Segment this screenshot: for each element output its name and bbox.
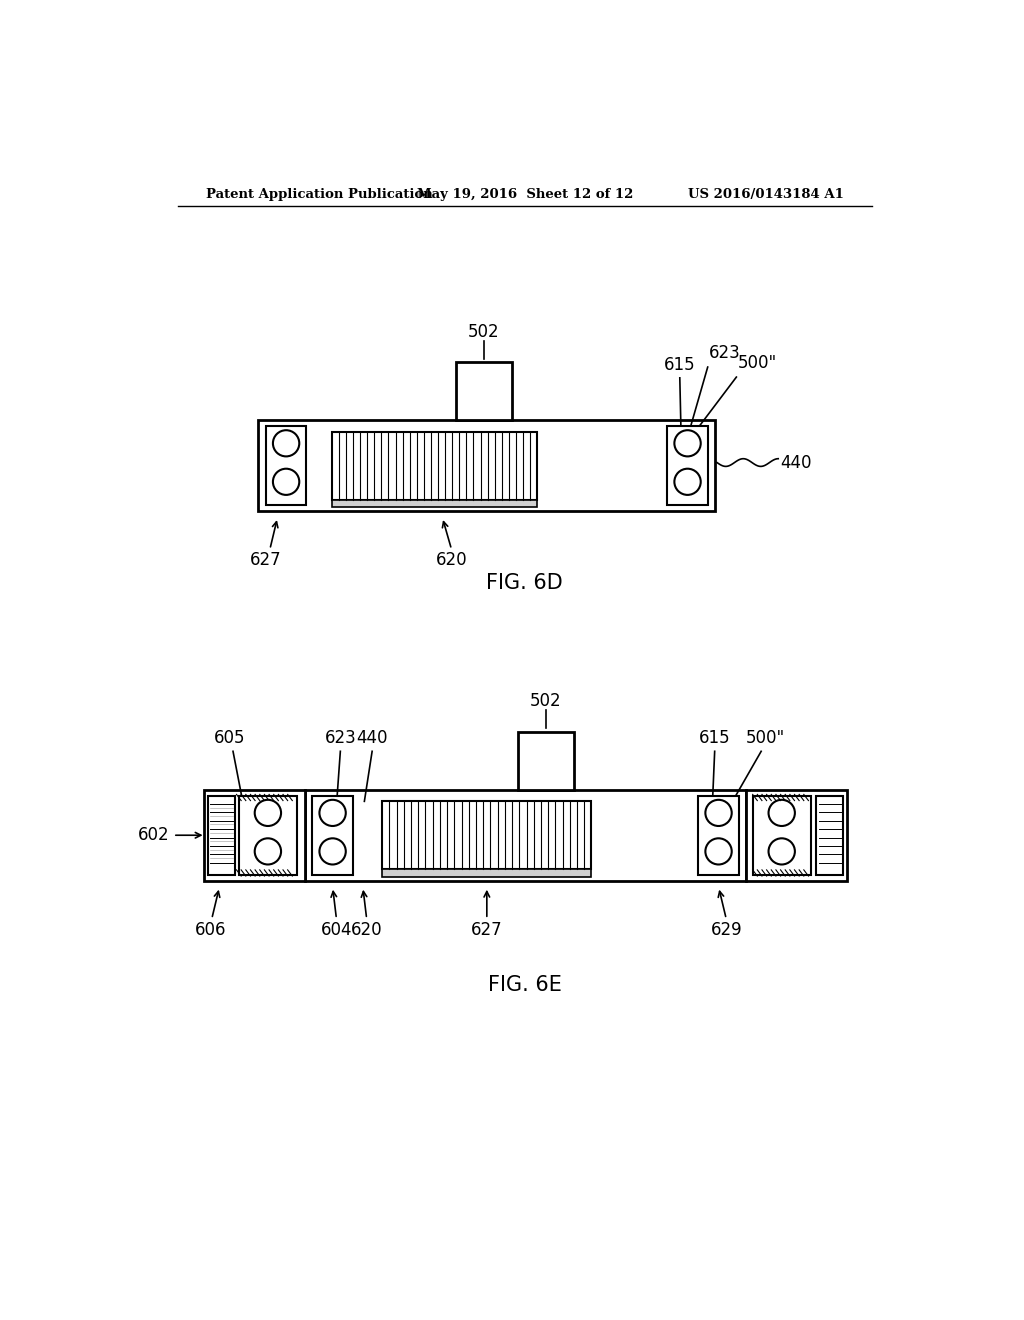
Bar: [382, 801, 592, 869]
Bar: [518, 733, 573, 789]
Circle shape: [706, 838, 732, 865]
Circle shape: [769, 838, 795, 865]
Text: 620: 620: [351, 921, 383, 939]
Bar: [382, 869, 592, 876]
Bar: [753, 796, 811, 875]
Circle shape: [675, 469, 700, 495]
Text: FIG. 6D: FIG. 6D: [486, 573, 563, 593]
Text: 615: 615: [698, 730, 730, 747]
Circle shape: [273, 469, 299, 495]
Bar: [816, 796, 844, 875]
Text: 615: 615: [664, 356, 695, 374]
Text: May 19, 2016  Sheet 12 of 12: May 19, 2016 Sheet 12 of 12: [417, 187, 633, 201]
Text: US 2016/0143184 A1: US 2016/0143184 A1: [688, 187, 844, 201]
Bar: [332, 432, 538, 499]
Text: 629: 629: [711, 921, 742, 939]
Circle shape: [769, 800, 795, 826]
Text: 440: 440: [779, 454, 811, 471]
Circle shape: [255, 800, 281, 826]
Circle shape: [273, 430, 299, 457]
Bar: [456, 363, 512, 420]
Bar: [746, 789, 847, 880]
Circle shape: [675, 430, 700, 457]
Text: 502: 502: [468, 323, 500, 341]
Bar: [266, 426, 306, 506]
Text: FIG. 6E: FIG. 6E: [487, 974, 562, 994]
Circle shape: [319, 838, 346, 865]
Circle shape: [706, 800, 732, 826]
Text: 623: 623: [325, 730, 356, 747]
Text: 502: 502: [529, 693, 561, 710]
Text: Patent Application Publication: Patent Application Publication: [206, 187, 432, 201]
Circle shape: [255, 838, 281, 865]
Text: 440: 440: [356, 730, 388, 747]
Text: 627: 627: [250, 552, 282, 569]
Bar: [312, 796, 352, 875]
Text: 605: 605: [213, 730, 245, 747]
Text: 627: 627: [471, 921, 503, 939]
Bar: [305, 789, 746, 880]
Text: 623: 623: [710, 345, 741, 363]
Bar: [258, 420, 716, 511]
Text: 606: 606: [195, 921, 226, 939]
Circle shape: [319, 800, 346, 826]
Text: 500": 500": [745, 730, 784, 747]
Bar: [208, 796, 234, 875]
Bar: [668, 426, 708, 506]
Text: 602: 602: [137, 826, 169, 845]
Bar: [698, 796, 738, 875]
Text: 604: 604: [321, 921, 352, 939]
Bar: [332, 499, 538, 507]
Bar: [204, 789, 305, 880]
Text: 500": 500": [738, 355, 777, 372]
Bar: [239, 796, 297, 875]
Text: 620: 620: [436, 552, 467, 569]
